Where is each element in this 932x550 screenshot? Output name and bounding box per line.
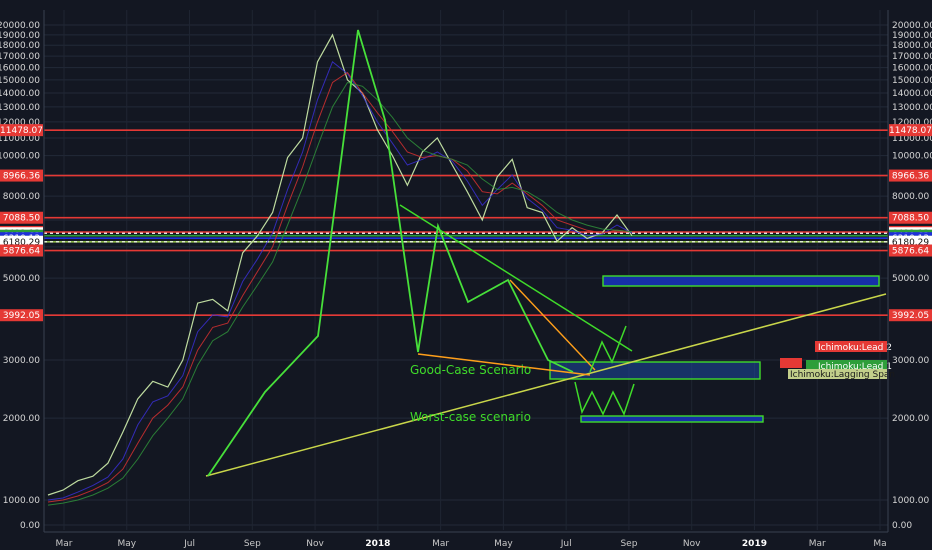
price-level-value: 7088.50: [892, 214, 929, 224]
support-line-orange[interactable]: [417, 353, 591, 376]
price-level-value: 8966.36: [3, 172, 40, 182]
y-tick-label-left: 14000.00: [0, 89, 40, 99]
y-tick-label-left: 19000.00: [0, 31, 40, 41]
price-level-value: 3992.05: [892, 311, 929, 321]
y-tick-label-left: 5000.00: [3, 274, 40, 284]
y-tick-label-left: 16000.00: [0, 64, 40, 74]
price-level-badge: 8966.36: [0, 169, 43, 182]
ichimoku-base-line: [47, 60, 633, 501]
descending-trendline-orange[interactable]: [509, 279, 596, 371]
ichimoku-lead1-badge: Ichimoku:Lead 1: [780, 358, 892, 372]
y-tick-label-right: 8000.00: [892, 192, 929, 202]
y-tick-label-left: 3000.00: [3, 356, 40, 366]
price-level-value: 11478.07: [0, 126, 43, 136]
price-level-badge: 8966.36: [889, 169, 932, 182]
price-level-value: 7088.50: [3, 214, 40, 224]
x-tick-label: Mar: [432, 539, 449, 549]
wave-pattern[interactable]: [207, 29, 574, 477]
price-level-badge: 11478.07: [889, 124, 932, 137]
y-tick-label-left: 18000.00: [0, 41, 40, 51]
price-level-badge: 7088.50: [889, 211, 932, 224]
y-tick-label-left: 13000.00: [0, 103, 40, 113]
y-tick-label-left: 0.00: [20, 521, 40, 531]
y-tick-label-right: 15000.00: [892, 76, 932, 86]
y-tick-label-left: 10000.00: [0, 152, 40, 162]
y-tick-label-right: 1000.00: [892, 496, 929, 506]
price-level-value: 5876.64: [892, 247, 929, 257]
y-tick-label-right: 0.00: [892, 521, 912, 531]
x-tick-label: Mar: [809, 539, 826, 549]
projection-bullish[interactable]: [589, 325, 627, 373]
y-tick-label-right: 16000.00: [892, 64, 932, 74]
x-tick-label: Jul: [560, 539, 572, 549]
y-tick-label-right: 5000.00: [892, 274, 929, 284]
y-tick-label-left: 12000.00: [0, 118, 40, 128]
y-tick-label-right: 14000.00: [892, 89, 932, 99]
y-tick-label-right: 11000.00: [892, 134, 932, 144]
x-tick-label: Nov: [306, 539, 324, 549]
y-tick-label-right: 19000.00: [892, 31, 932, 41]
y-tick-label-right: 10000.00: [892, 152, 932, 162]
ichimoku-lead1-line: [47, 81, 633, 506]
y-tick-label-left: 20000.00: [0, 21, 40, 31]
price-line: [47, 33, 633, 496]
price-level-badge: 5876.64: [889, 244, 932, 257]
price-level-value: 8966.36: [892, 172, 929, 182]
y-tick-label-right: 20000.00: [892, 21, 932, 31]
price-level-badge: 11478.07: [0, 124, 43, 137]
x-tick-label: May: [494, 539, 513, 549]
ascending-trendline[interactable]: [205, 293, 887, 477]
x-tick-label: 2019: [742, 539, 767, 549]
y-tick-label-left: 17000.00: [0, 52, 40, 62]
x-tick-label: 2018: [365, 539, 390, 549]
ichimoku-lead2-line: [47, 71, 633, 503]
price-level-value: 3992.05: [3, 311, 40, 321]
ichimoku-lead2-label: Ichimoku:Lead 2: [818, 343, 892, 353]
horizontal-levels: [44, 129, 888, 317]
ichimoku-lagging-badge: Ichimoku:Lagging Span: [788, 369, 895, 380]
y-tick-label-left: 15000.00: [0, 76, 40, 86]
price-level-value: 11478.07: [889, 126, 932, 136]
projection-bearish[interactable]: [574, 381, 635, 416]
ichimoku-lagging-label: Ichimoku:Lagging Span: [790, 370, 895, 380]
y-tick-label-right: 13000.00: [892, 103, 932, 113]
x-tick-label: Nov: [683, 539, 701, 549]
y-tick-label-right: 17000.00: [892, 52, 932, 62]
y-tick-label-left: 1000.00: [3, 496, 40, 506]
price-level-value: 5876.64: [3, 247, 40, 257]
y-tick-label-right: 12000.00: [892, 118, 932, 128]
price-level-badge: 5876.64: [0, 244, 43, 257]
y-tick-label-left: 11000.00: [0, 134, 40, 144]
x-tick-label: May: [117, 539, 136, 549]
price-level-value: 6180.29: [892, 238, 929, 248]
x-tick-label: Sep: [244, 539, 261, 549]
price-series: [47, 33, 633, 506]
price-level-value: 6180.29: [3, 238, 40, 248]
y-tick-label-left: 8000.00: [3, 192, 40, 202]
y-tick-label-right: 18000.00: [892, 41, 932, 51]
y-tick-label-right: 3000.00: [892, 356, 929, 366]
grid: [44, 10, 888, 530]
price-level-badge: 7088.50: [0, 211, 43, 224]
y-tick-label-left: 2000.00: [3, 414, 40, 424]
price-level-badge: 3992.05: [889, 309, 932, 322]
worst-case-zone[interactable]: [580, 415, 764, 423]
ichimoku-lead1-label: Ichimoku:Lead 1: [818, 362, 892, 372]
ichimoku-lead2-badge: Ichimoku:Lead 2: [815, 341, 892, 353]
y-tick-label-right: 2000.00: [892, 414, 929, 424]
x-tick-label: Ma: [873, 539, 886, 549]
x-tick-label: Mar: [56, 539, 73, 549]
worst-case-label: Worst-case scenario: [410, 410, 531, 424]
price-level-badge: 3992.05: [0, 309, 43, 322]
drawings: [205, 29, 887, 477]
good-case-zone[interactable]: [549, 361, 761, 380]
x-tick-label: Jul: [183, 539, 195, 549]
good-case-label: Good-Case Scenario: [410, 363, 531, 377]
x-tick-label: Sep: [620, 539, 637, 549]
bullish-target-zone[interactable]: [602, 275, 880, 287]
